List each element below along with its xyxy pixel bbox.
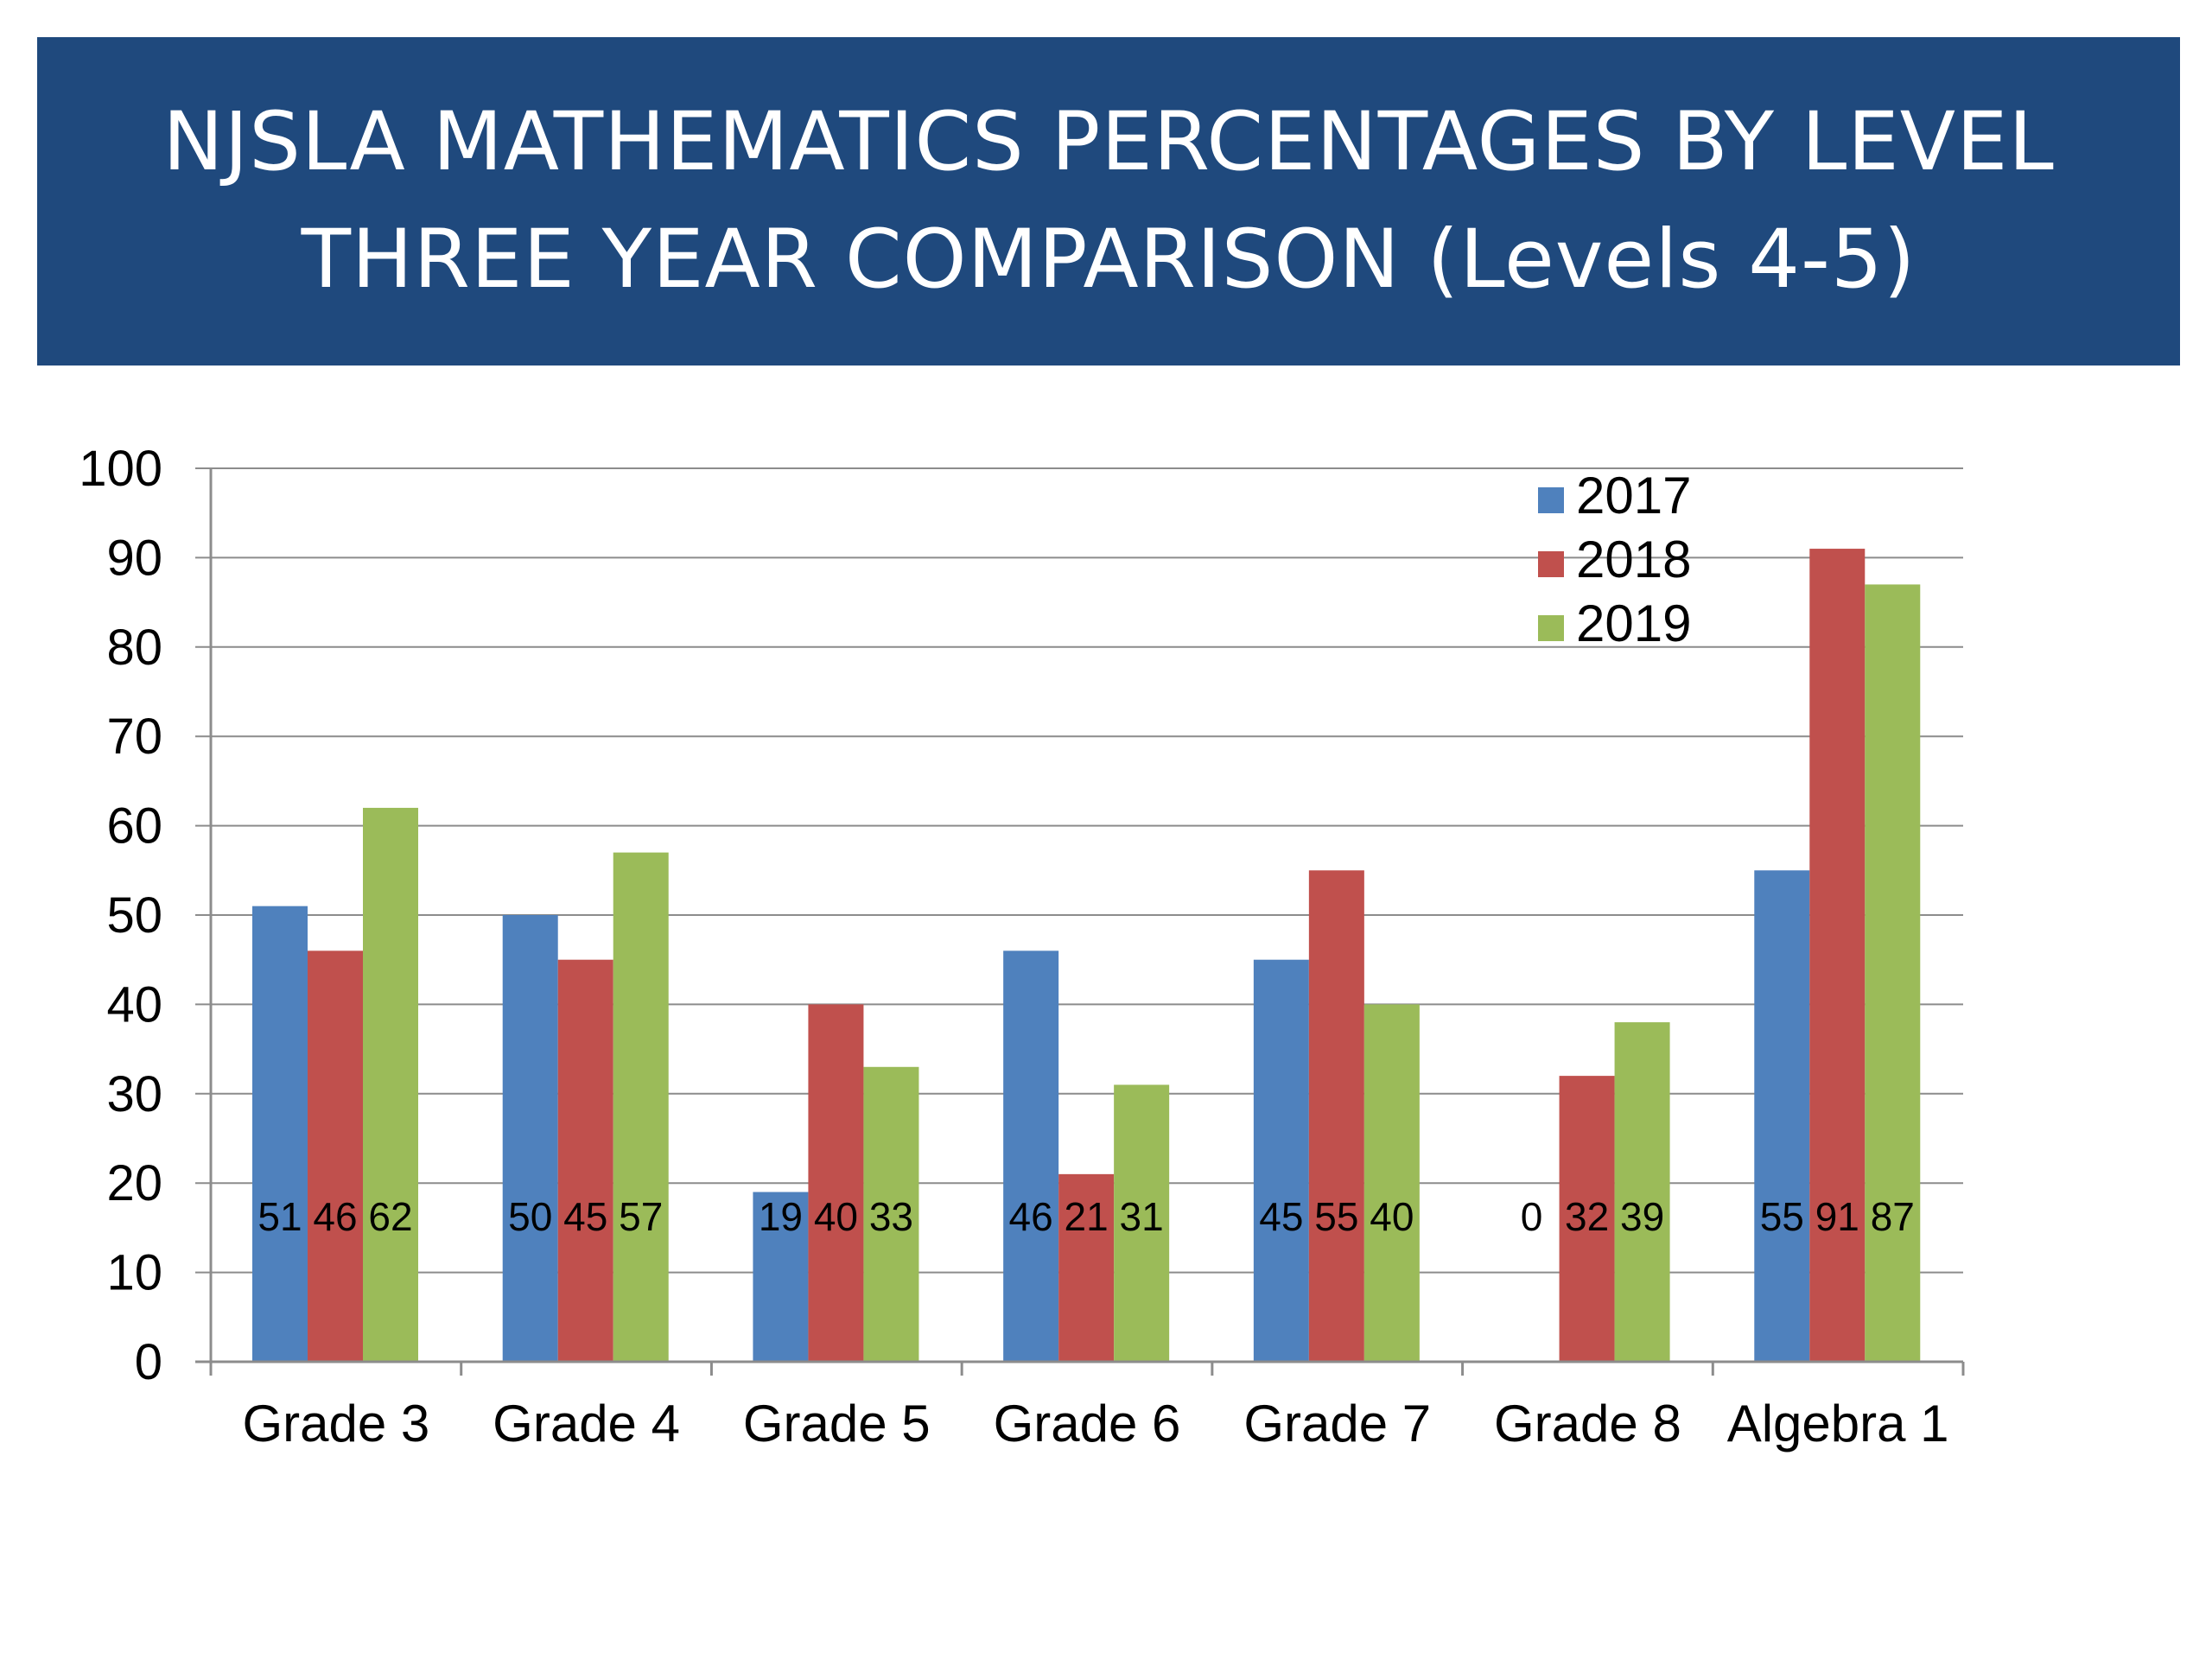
y-tick-label: 80: [106, 620, 162, 676]
y-tick-label: 40: [106, 976, 162, 1033]
bar-2019-4: [1363, 1004, 1420, 1362]
legend-label: 2017: [1576, 467, 1691, 524]
bar-2018-2: [808, 1004, 864, 1362]
bar-2019-3: [1114, 1084, 1170, 1362]
data-label: 40: [1370, 1194, 1414, 1239]
legend: 2017 2018 2019: [1538, 467, 1691, 652]
bar-2019-6: [1865, 584, 1921, 1362]
data-label: 55: [1760, 1194, 1804, 1239]
slide-title-line-1: NJSLA MATHEMATICS PERCENTAGES BY LEVEL: [162, 95, 2055, 189]
bar-2018-4: [1308, 870, 1364, 1362]
x-category-label: Grade 6: [994, 1395, 1181, 1452]
x-category-label: Grade 5: [743, 1395, 931, 1452]
bar-2017-2: [753, 1192, 809, 1362]
data-label: 46: [1009, 1194, 1053, 1239]
y-tick-label: 90: [106, 530, 162, 586]
data-label: 33: [869, 1194, 913, 1239]
legend-label: 2019: [1576, 594, 1691, 652]
bar-2019-1: [613, 852, 669, 1362]
data-labels: 51 46 62 50 45 57 19 40 33 46 21 31 45 55 40 0 32 39 55 91 8…: [257, 1194, 1914, 1239]
legend-label: 2018: [1576, 531, 1691, 588]
bar-2018-0: [308, 950, 363, 1362]
bar-2017-6: [1754, 870, 1810, 1362]
bar-2017-3: [1003, 950, 1059, 1362]
legend-swatch-2017: [1538, 487, 1564, 513]
data-label: 31: [1120, 1194, 1164, 1239]
x-category-label: Grade 8: [1494, 1395, 1681, 1452]
axes: 0 10 20 30 40 50 60 70 80 90 100 Grade 3 Grade 4 Grad…: [79, 441, 1965, 1452]
y-tick-label: 100: [79, 441, 162, 497]
y-tick-label: 60: [106, 798, 162, 855]
y-tick-label: 10: [106, 1245, 162, 1301]
data-label: 62: [368, 1194, 412, 1239]
data-label: 19: [759, 1194, 803, 1239]
x-category-label: Algebra 1: [1727, 1395, 1949, 1452]
bar-2019-0: [363, 807, 418, 1362]
bar-2019-2: [863, 1066, 919, 1362]
y-tick-label: 50: [106, 887, 162, 944]
data-label: 87: [1871, 1194, 1915, 1239]
data-label: 50: [508, 1194, 552, 1239]
bar-2018-1: [557, 959, 613, 1362]
bar-2019-5: [1614, 1022, 1670, 1362]
bar-2018-3: [1058, 1173, 1115, 1362]
x-category-label: Grade 3: [242, 1395, 429, 1452]
title-banner: NJSLA MATHEMATICS PERCENTAGES BY LEVEL T…: [37, 37, 2180, 365]
y-tick-label: 30: [106, 1066, 162, 1122]
data-label: 57: [619, 1194, 663, 1239]
bars: [252, 549, 1921, 1362]
bar-2017-0: [252, 906, 308, 1362]
legend-swatch-2019: [1538, 615, 1564, 641]
data-label: 45: [563, 1194, 607, 1239]
data-label: 46: [313, 1194, 357, 1239]
data-label: 21: [1065, 1194, 1109, 1239]
slide-title-line-2: THREE YEAR COMPARISON (Levels 4-5): [301, 213, 1916, 307]
data-label: 39: [1620, 1194, 1664, 1239]
bar-2018-5: [1559, 1076, 1615, 1362]
data-label: 91: [1815, 1194, 1859, 1239]
data-label: 40: [814, 1194, 858, 1239]
data-label: 55: [1314, 1194, 1358, 1239]
data-label: 45: [1259, 1194, 1303, 1239]
x-category-label: Grade 4: [493, 1395, 680, 1452]
gridlines: [195, 467, 1963, 1274]
data-label: 51: [257, 1194, 302, 1239]
data-label: 32: [1565, 1194, 1609, 1239]
bar-2017-4: [1253, 959, 1309, 1362]
bar-2018-6: [1809, 549, 1866, 1362]
y-tick-label: 20: [106, 1155, 162, 1211]
x-category-label: Grade 7: [1243, 1395, 1431, 1452]
data-label: 0: [1521, 1194, 1543, 1239]
legend-swatch-2018: [1538, 551, 1564, 577]
bar-2017-1: [502, 915, 558, 1362]
y-tick-label: 70: [106, 709, 162, 765]
y-tick-label: 0: [135, 1334, 162, 1390]
